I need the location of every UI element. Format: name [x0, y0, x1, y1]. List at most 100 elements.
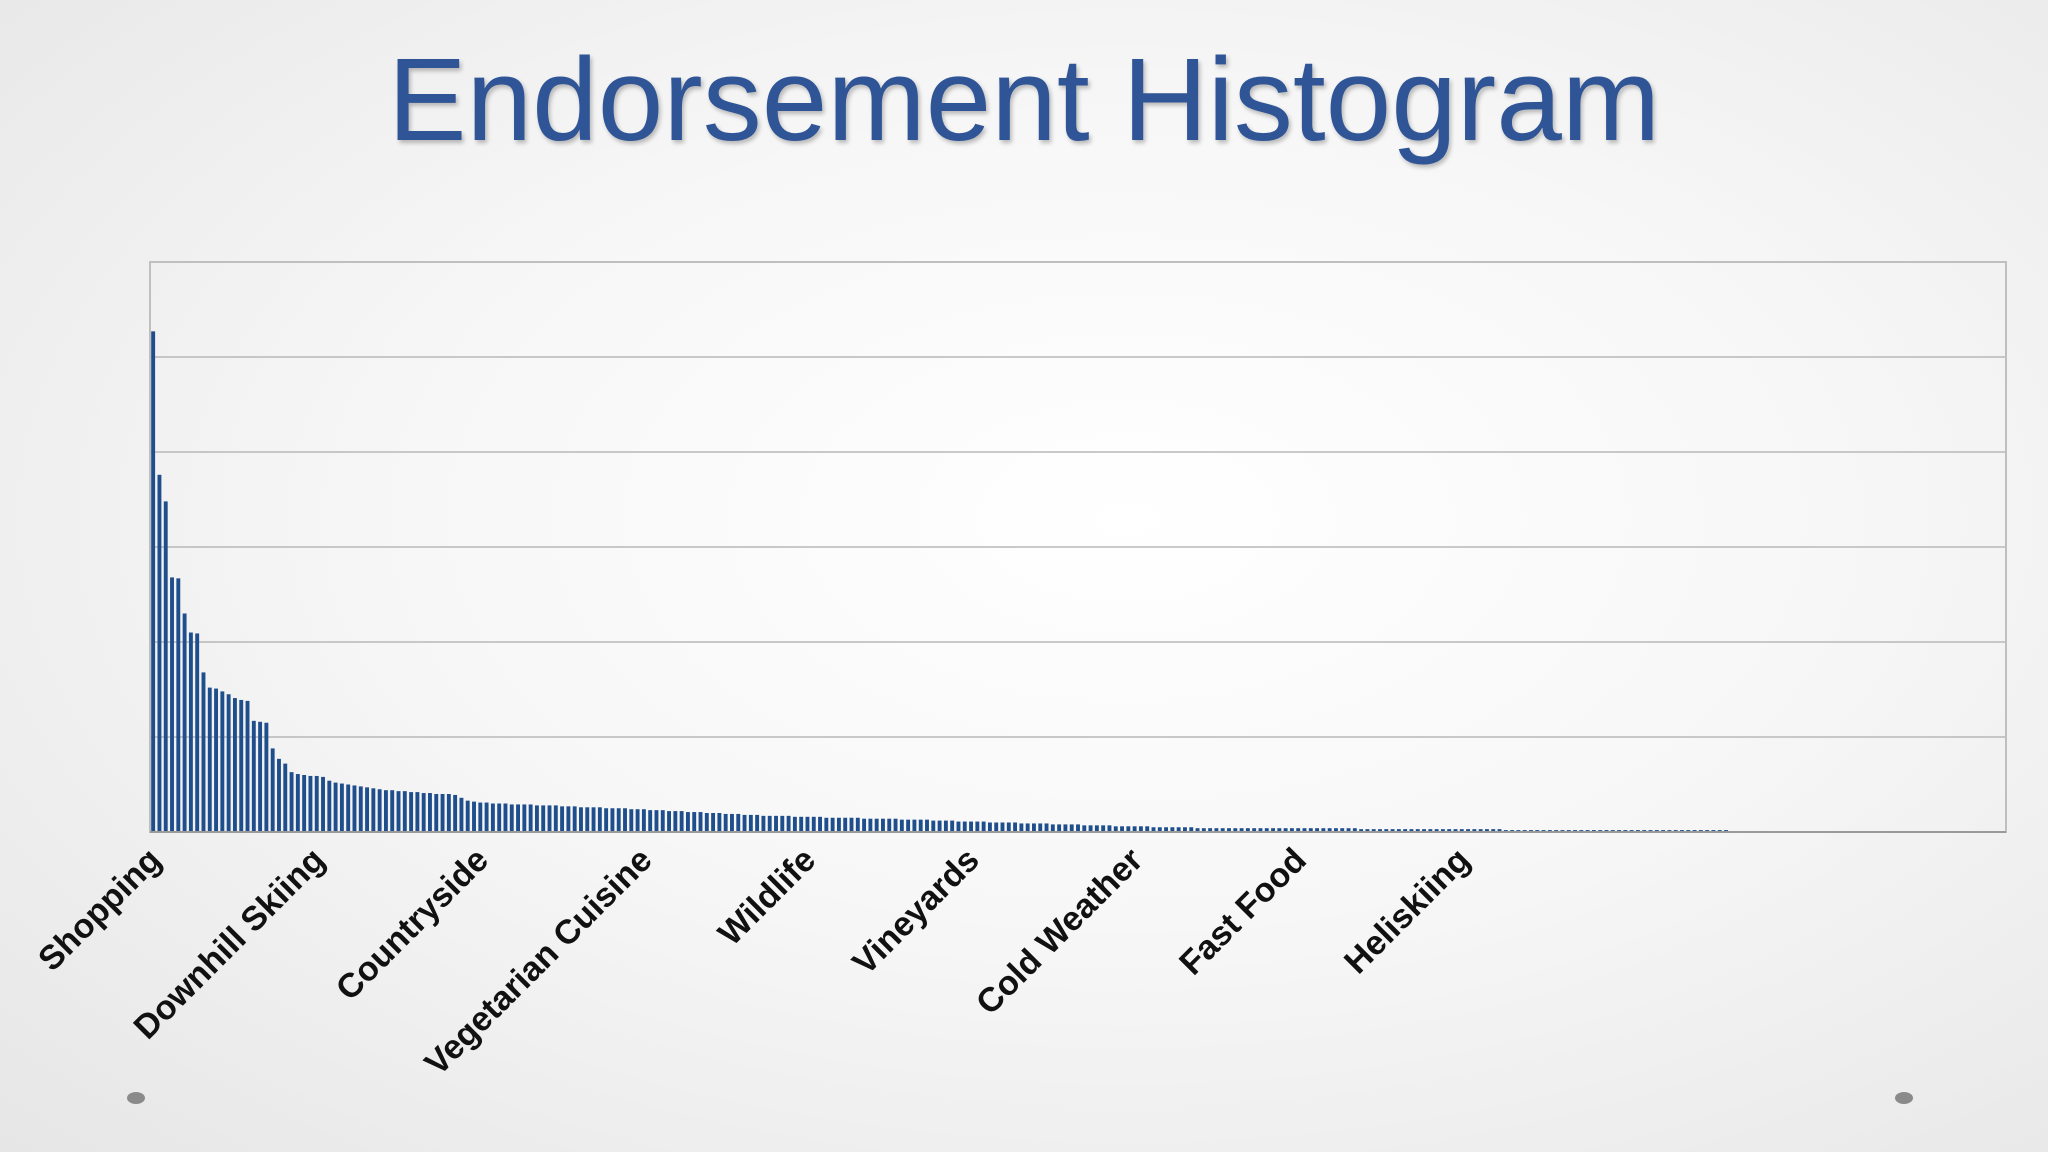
- histogram-bar: [1459, 829, 1464, 832]
- histogram-bar: [560, 806, 565, 832]
- histogram-bar: [1183, 827, 1187, 832]
- histogram-bar: [409, 792, 414, 832]
- histogram-bar: [679, 811, 684, 832]
- histogram-bar: [302, 775, 307, 832]
- histogram-bar: [1365, 829, 1370, 832]
- histogram-bar: [1069, 824, 1074, 832]
- histogram-bar: [937, 820, 942, 832]
- histogram-bar: [446, 794, 451, 832]
- histogram-bar: [1453, 829, 1458, 832]
- histogram-bar: [277, 758, 281, 832]
- histogram-bar: [258, 721, 263, 832]
- histogram-bar: [805, 816, 810, 832]
- histogram-bar: [1220, 828, 1225, 832]
- histogram-bar: [534, 805, 539, 832]
- histogram-bar: [214, 688, 219, 832]
- histogram-bar: [1447, 829, 1452, 832]
- histogram-bar: [415, 792, 420, 832]
- slide-nav-dot-right[interactable]: [1895, 1092, 1913, 1104]
- histogram-bar: [1239, 828, 1244, 832]
- histogram-bar: [402, 791, 407, 832]
- slide-nav-dot-left[interactable]: [127, 1092, 145, 1104]
- histogram-bar: [1019, 823, 1024, 832]
- x-tick-label: Vineyards: [845, 841, 986, 982]
- histogram-bar: [226, 694, 231, 832]
- histogram-bar: [327, 780, 332, 832]
- histogram-bar: [692, 812, 697, 832]
- histogram-bar: [459, 797, 464, 832]
- histogram-bar: [547, 805, 552, 832]
- histogram-bar: [1227, 828, 1231, 832]
- histogram-bar: [182, 613, 187, 832]
- histogram-bar: [1000, 822, 1005, 832]
- x-tick-label: Countryside: [329, 841, 496, 1008]
- histogram-bar: [774, 815, 778, 832]
- histogram-bar: [855, 817, 860, 832]
- histogram-bar: [1076, 824, 1080, 832]
- histogram-bar: [528, 804, 533, 832]
- histogram-bar: [887, 818, 892, 832]
- histogram-bar: [723, 813, 728, 832]
- histogram-bar: [572, 806, 577, 832]
- x-tick-label: Cold Weather: [969, 841, 1150, 1022]
- histogram-bar: [818, 816, 822, 832]
- histogram-bar: [824, 817, 829, 832]
- histogram-bar: [358, 786, 363, 832]
- histogram-bar: [428, 793, 432, 832]
- histogram-bar: [509, 804, 514, 832]
- histogram-bar: [1252, 828, 1257, 832]
- histogram-bar: [881, 818, 885, 832]
- histogram-bar: [1472, 829, 1477, 832]
- histogram-bar: [1245, 828, 1250, 832]
- histogram-bar: [220, 691, 225, 832]
- histogram-bar: [472, 801, 476, 832]
- histogram-bar: [1151, 827, 1156, 832]
- histogram-bar: [1189, 827, 1194, 832]
- histogram-bar: [792, 816, 797, 832]
- histogram-bar: [434, 794, 439, 832]
- histogram-bar: [906, 819, 911, 832]
- histogram-bar: [591, 807, 596, 832]
- histogram-bar: [1283, 828, 1288, 832]
- histogram-bar: [1440, 829, 1445, 832]
- histogram-bar: [585, 807, 590, 832]
- histogram-bar: [943, 820, 948, 832]
- histogram-bar: [314, 775, 319, 832]
- histogram-bar: [566, 806, 571, 832]
- histogram-bar: [1384, 829, 1389, 832]
- histogram-bar: [1126, 826, 1131, 832]
- histogram-bar: [1302, 828, 1307, 832]
- histogram-bar: [893, 818, 898, 832]
- histogram-bar: [579, 807, 583, 832]
- histogram-bar: [157, 474, 162, 832]
- slide-title: Endorsement Histogram: [387, 34, 1661, 166]
- histogram-bar: [648, 810, 653, 832]
- histogram-bar: [346, 784, 351, 832]
- histogram-bar: [1352, 828, 1357, 832]
- histogram-bar: [704, 813, 709, 832]
- histogram-bar: [761, 815, 766, 832]
- histogram-bar: [1340, 828, 1345, 832]
- histogram-bar: [748, 814, 753, 832]
- histogram-bar: [1233, 828, 1238, 832]
- histogram-bar: [843, 817, 848, 832]
- histogram-bar: [975, 821, 980, 832]
- histogram-bar: [1094, 825, 1099, 832]
- histogram-bar: [497, 803, 502, 832]
- histogram-bar: [295, 774, 300, 832]
- histogram-bar: [490, 803, 495, 832]
- histogram-bar: [987, 822, 992, 832]
- histogram-bar: [780, 815, 785, 832]
- histogram-bar: [931, 820, 936, 832]
- histogram-bar: [1491, 829, 1496, 832]
- histogram-bar: [623, 808, 627, 832]
- histogram-bar: [1258, 828, 1263, 832]
- histogram-bar: [1327, 828, 1332, 832]
- histogram-bar: [1422, 829, 1426, 832]
- histogram-bar: [163, 501, 168, 832]
- histogram-bar: [1378, 829, 1382, 832]
- histogram-bar: [1214, 828, 1219, 832]
- histogram-bar: [925, 819, 929, 832]
